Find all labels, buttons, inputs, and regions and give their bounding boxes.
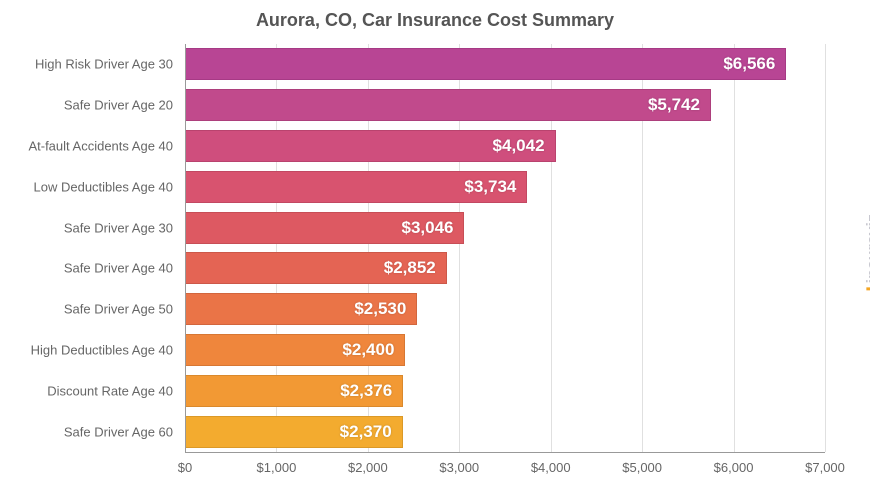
bar-value-label: $3,046 xyxy=(401,218,453,238)
x-tick-label: $1,000 xyxy=(257,460,297,475)
plot-area: $0$1,000$2,000$3,000$4,000$5,000$6,000$7… xyxy=(185,44,825,452)
bar-value-label: $2,400 xyxy=(342,340,394,360)
x-tick-label: $5,000 xyxy=(622,460,662,475)
bar: $2,370 xyxy=(186,416,403,448)
x-tick-label: $0 xyxy=(178,460,192,475)
x-tick-label: $4,000 xyxy=(531,460,571,475)
bar-value-label: $2,376 xyxy=(340,381,392,401)
x-tick-label: $6,000 xyxy=(714,460,754,475)
bar-value-label: $2,852 xyxy=(384,258,436,278)
y-tick-label: Low Deductibles Age 40 xyxy=(4,179,173,194)
bar: $2,530 xyxy=(186,293,417,325)
bar: $2,852 xyxy=(186,252,447,284)
y-tick-label: High Risk Driver Age 30 xyxy=(4,57,173,72)
bar: $2,400 xyxy=(186,334,405,366)
y-tick-label: At-fault Accidents Age 40 xyxy=(4,139,173,154)
watermark-text: insuraviz xyxy=(864,214,870,283)
x-tick-label: $2,000 xyxy=(348,460,388,475)
x-axis-line xyxy=(185,452,825,453)
watermark: insuraviz xyxy=(864,214,870,300)
y-tick-label: High Deductibles Age 40 xyxy=(4,343,173,358)
bar-value-label: $6,566 xyxy=(723,54,775,74)
y-tick-label: Safe Driver Age 30 xyxy=(4,220,173,235)
insurance-cost-chart: Aurora, CO, Car Insurance Cost Summary $… xyxy=(0,0,870,500)
y-tick-label: Safe Driver Age 50 xyxy=(4,302,173,317)
bar: $6,566 xyxy=(186,48,786,80)
x-grid-line xyxy=(734,44,735,452)
x-tick-label: $3,000 xyxy=(439,460,479,475)
y-tick-label: Safe Driver Age 60 xyxy=(4,424,173,439)
x-tick-label: $7,000 xyxy=(805,460,845,475)
bar: $5,742 xyxy=(186,89,711,121)
bar: $4,042 xyxy=(186,130,556,162)
bar-value-label: $2,370 xyxy=(340,422,392,442)
bar-value-label: $2,530 xyxy=(354,299,406,319)
bar: $3,046 xyxy=(186,212,464,244)
y-tick-label: Discount Rate Age 40 xyxy=(4,383,173,398)
bar-value-label: $5,742 xyxy=(648,95,700,115)
bar: $3,734 xyxy=(186,171,527,203)
chart-title: Aurora, CO, Car Insurance Cost Summary xyxy=(0,10,870,31)
bar-value-label: $4,042 xyxy=(493,136,545,156)
bar: $2,376 xyxy=(186,375,403,407)
bar-value-label: $3,734 xyxy=(464,177,516,197)
x-grid-line xyxy=(825,44,826,452)
y-tick-label: Safe Driver Age 40 xyxy=(4,261,173,276)
y-tick-label: Safe Driver Age 20 xyxy=(4,98,173,113)
watermark-icon xyxy=(866,287,870,300)
